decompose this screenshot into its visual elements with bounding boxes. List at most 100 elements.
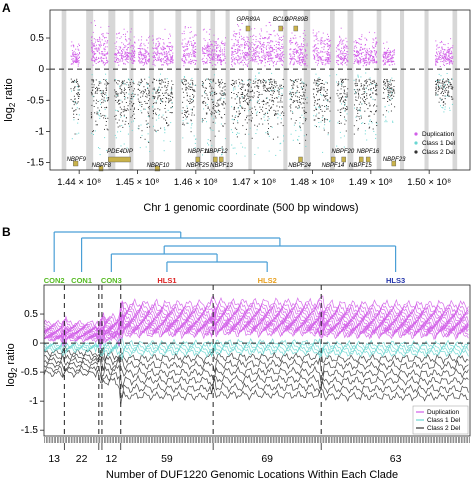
a-point-duplication <box>384 47 385 49</box>
a-point-duplication <box>366 57 367 59</box>
a-point-duplication <box>121 53 123 55</box>
a-point-duplication <box>328 59 330 61</box>
a-point-class1 <box>126 84 128 86</box>
a-point-duplication <box>156 59 158 61</box>
a-point-class2 <box>159 95 161 97</box>
a-point-duplication <box>373 47 375 49</box>
a-point-duplication <box>369 55 371 57</box>
a-point-class2 <box>193 89 195 91</box>
a-point-duplication <box>354 45 356 47</box>
a-point-duplication <box>337 60 339 62</box>
a-point-class1 <box>221 153 223 155</box>
a-point-class1 <box>392 121 394 123</box>
a-point-duplication <box>255 48 257 50</box>
a-point-duplication <box>120 36 122 38</box>
a-point-class2 <box>97 107 99 109</box>
a-point-duplication <box>435 61 437 63</box>
a-point-duplication <box>115 53 117 54</box>
a-point-class2 <box>77 84 79 86</box>
a-point-duplication <box>106 53 108 55</box>
a-point-class2 <box>137 83 139 85</box>
a-point-duplication <box>339 53 341 55</box>
a-point-class1 <box>259 99 260 101</box>
a-point-class2 <box>386 81 388 83</box>
a-point-duplication <box>138 54 140 56</box>
a-point-class2 <box>370 89 371 91</box>
a-point-duplication <box>152 47 154 49</box>
a-point-duplication <box>94 41 96 43</box>
a-point-duplication <box>356 47 358 49</box>
a-point-class2 <box>192 84 194 86</box>
a-point-duplication <box>306 45 308 47</box>
a-point-class2 <box>327 106 329 108</box>
a-point-duplication <box>133 61 135 62</box>
a-point-class2 <box>241 83 243 85</box>
a-point-duplication <box>267 53 269 55</box>
a-point-class2 <box>221 146 223 148</box>
a-point-class2 <box>219 86 221 88</box>
a-point-class2 <box>105 117 107 119</box>
b-y-axis-title-sub: 2 <box>10 367 19 372</box>
a-point-class2 <box>254 86 256 88</box>
a-point-duplication <box>269 50 271 52</box>
a-point-class2 <box>274 81 276 83</box>
a-point-duplication <box>375 62 377 64</box>
a-point-duplication <box>446 51 448 53</box>
a-point-duplication <box>302 46 304 48</box>
a-point-class2 <box>338 123 340 124</box>
a-point-class2 <box>219 92 221 94</box>
a-point-duplication <box>210 62 212 64</box>
a-point-duplication <box>159 43 161 45</box>
a-point-duplication <box>123 63 125 65</box>
a-point-class2 <box>318 106 320 108</box>
a-point-class2 <box>212 78 214 80</box>
a-point-duplication <box>436 45 438 47</box>
a-point-class1 <box>169 140 171 142</box>
a-point-duplication <box>372 45 373 47</box>
a-point-class2 <box>212 101 213 103</box>
a-point-duplication <box>252 39 254 41</box>
a-point-class2 <box>270 78 272 80</box>
a-point-class2 <box>244 100 246 102</box>
a-point-duplication <box>239 62 241 63</box>
a-point-class2 <box>387 87 388 89</box>
a-point-duplication <box>156 49 158 51</box>
a-point-duplication <box>160 58 162 60</box>
a-point-duplication <box>370 59 372 61</box>
a-point-class2 <box>345 130 347 132</box>
a-point-duplication <box>184 27 186 29</box>
a-point-duplication <box>450 60 452 61</box>
a-point-duplication <box>70 63 72 65</box>
a-point-class1 <box>105 73 107 75</box>
a-point-duplication <box>393 52 395 54</box>
a-point-duplication <box>251 35 253 37</box>
a-point-class2 <box>118 103 120 105</box>
a-point-duplication <box>440 61 442 63</box>
a-point-duplication <box>102 61 104 63</box>
a-point-duplication <box>117 59 119 61</box>
a-point-duplication <box>357 60 359 62</box>
a-point-duplication <box>183 30 185 32</box>
a-point-duplication <box>373 39 375 41</box>
a-point-class2 <box>240 94 242 95</box>
a-point-duplication <box>315 35 316 37</box>
a-point-class2 <box>208 78 209 80</box>
a-point-class2 <box>257 97 259 98</box>
a-point-duplication <box>345 45 347 47</box>
a-point-duplication <box>166 63 168 65</box>
a-point-duplication <box>266 42 268 44</box>
a-point-duplication <box>220 54 222 56</box>
a-point-class2 <box>361 84 363 86</box>
a-point-duplication <box>257 45 259 46</box>
a-point-class2 <box>313 96 315 98</box>
a-point-duplication <box>95 57 97 59</box>
a-point-class2 <box>289 105 291 107</box>
a-point-class2 <box>105 121 107 122</box>
a-point-duplication <box>320 56 322 58</box>
a-point-duplication <box>160 48 162 50</box>
a-point-class1 <box>223 98 225 100</box>
a-point-duplication <box>145 50 147 52</box>
a-point-duplication <box>189 32 191 34</box>
a-point-duplication <box>211 58 213 60</box>
a-point-class2 <box>364 92 365 94</box>
